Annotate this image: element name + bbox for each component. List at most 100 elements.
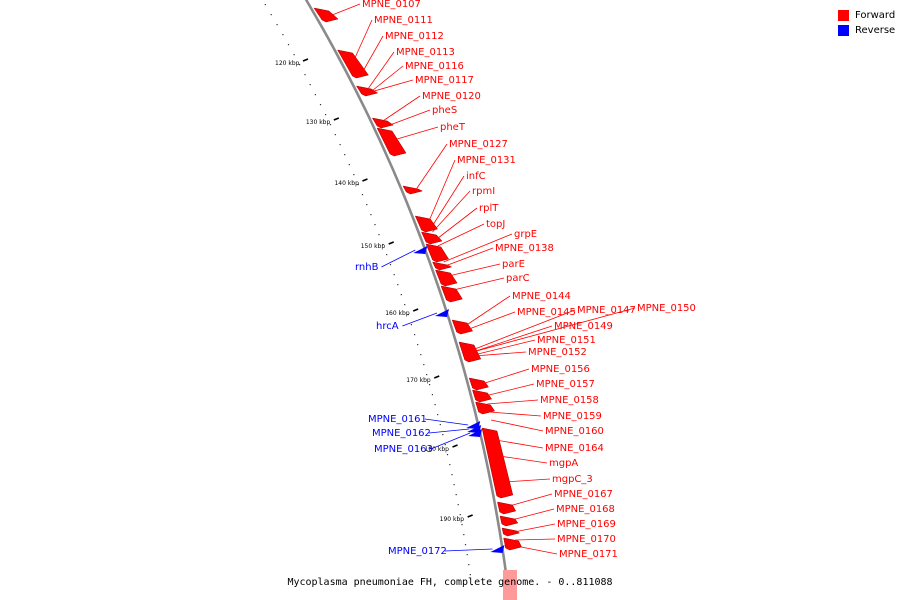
gene-labels: MPNE_0107 MPNE_0111 MPNE_0112 MPNE_0113 MPNE… — [355, 0, 696, 560]
gene-label-topj[interactable]: topJ — [486, 219, 505, 230]
gene-label-mpne-0169[interactable]: MPNE_0169 — [557, 519, 616, 530]
forward-gene-feature[interactable] — [421, 231, 443, 245]
forward-gene-feature[interactable] — [468, 377, 489, 391]
gene-label-mpne-0144[interactable]: MPNE_0144 — [512, 291, 571, 302]
scale-dot — [451, 474, 453, 476]
scale-dot — [437, 414, 439, 416]
forward-gene-feature[interactable] — [481, 427, 514, 499]
gene-label-mpne-0171[interactable]: MPNE_0171 — [559, 549, 618, 560]
forward-gene-feature[interactable] — [499, 515, 519, 527]
gene-label-mgpc-3[interactable]: mgpC_3 — [552, 474, 593, 485]
leader-line — [432, 190, 471, 233]
gene-label-pare[interactable]: parE — [502, 259, 525, 270]
gene-label-mpne-0172[interactable]: MPNE_0172 — [388, 546, 447, 557]
scale-dot — [299, 64, 301, 66]
gene-label-phes[interactable]: pheS — [432, 105, 457, 116]
gene-label-mpne-0131[interactable]: MPNE_0131 — [457, 155, 516, 166]
gene-label-infc[interactable]: infC — [466, 171, 486, 182]
reverse-gene-feature[interactable] — [468, 429, 483, 437]
tick-marks: 120 kbp 130 kbp 140 kbp 150 kbp 160 kbp 170 k… — [275, 58, 473, 523]
forward-gene-feature[interactable] — [355, 85, 379, 97]
gene-label-mpne-0164[interactable]: MPNE_0164 — [545, 443, 604, 454]
scale-dot — [282, 34, 284, 36]
tick-label: 120 kbp — [275, 60, 300, 67]
gene-label-mpne-0150[interactable]: MPNE_0150 — [637, 303, 696, 314]
scale-dot — [463, 534, 465, 536]
scale-dot — [410, 324, 412, 326]
scale-dot — [461, 524, 463, 526]
gene-label-mpne-0112[interactable]: MPNE_0112 — [385, 31, 444, 42]
gene-label-mpne-0149[interactable]: MPNE_0149 — [554, 321, 613, 332]
gene-label-mpne-0107[interactable]: MPNE_0107 — [362, 0, 421, 10]
gene-label-mpne-0138[interactable]: MPNE_0138 — [495, 243, 554, 254]
gene-label-mpne-0120[interactable]: MPNE_0120 — [422, 91, 481, 102]
leader-line — [443, 233, 513, 263]
forward-gene-feature[interactable] — [313, 7, 339, 23]
scale-dot — [449, 464, 451, 466]
gene-label-mpne-0117[interactable]: MPNE_0117 — [415, 75, 474, 86]
forward-gene-feature[interactable] — [472, 389, 493, 403]
forward-gene-feature[interactable] — [402, 185, 424, 195]
forward-gene-feature[interactable] — [501, 527, 520, 537]
gene-label-mpne-0111[interactable]: MPNE_0111 — [374, 15, 433, 26]
forward-gene-feature[interactable] — [371, 117, 394, 129]
gene-label-mpne-0151[interactable]: MPNE_0151 — [537, 335, 596, 346]
gene-label-grpe[interactable]: grpE — [514, 229, 537, 240]
gene-label-mpne-0159[interactable]: MPNE_0159 — [543, 411, 602, 422]
gene-label-mpne-0147[interactable]: MPNE_0147 — [577, 305, 636, 316]
legend-reverse: Reverse — [838, 23, 895, 38]
forward-gene-feature[interactable] — [435, 269, 458, 287]
forward-gene-feature[interactable] — [337, 49, 369, 79]
gene-label-mpne-0157[interactable]: MPNE_0157 — [536, 379, 595, 390]
scale-dot — [429, 384, 431, 386]
gene-label-mpne-0170[interactable]: MPNE_0170 — [557, 534, 616, 545]
gene-label-mpne-0167[interactable]: MPNE_0167 — [554, 489, 613, 500]
leader-line — [402, 312, 438, 327]
scale-dot — [468, 564, 470, 566]
forward-gene-feature[interactable] — [497, 501, 517, 515]
forward-gene-feature[interactable] — [475, 401, 496, 415]
forward-gene-feature[interactable] — [376, 127, 407, 157]
gene-label-mpne-0168[interactable]: MPNE_0168 — [556, 504, 615, 515]
leader-line — [444, 247, 494, 267]
gene-label-mpne-0161[interactable]: MPNE_0161 — [368, 414, 427, 425]
forward-gene-feature[interactable] — [440, 285, 463, 303]
reverse-gene-feature[interactable] — [490, 545, 505, 553]
forward-gene-feature[interactable] — [503, 537, 522, 551]
scale-dot — [446, 454, 449, 456]
reverse-gene-feature[interactable] — [467, 425, 482, 433]
gene-label-mpne-0127[interactable]: MPNE_0127 — [449, 139, 508, 150]
gene-label-mgpa[interactable]: mgpA — [549, 458, 578, 469]
scale-dot — [397, 284, 399, 286]
gene-label-mpne-0160[interactable]: MPNE_0160 — [545, 426, 604, 437]
reverse-gene-feature[interactable] — [413, 246, 428, 254]
forward-gene-feature[interactable] — [451, 319, 474, 335]
scale-dot — [431, 394, 433, 396]
leader-line — [481, 368, 530, 385]
forward-gene-feature[interactable] — [503, 570, 517, 600]
gene-label-mpne-0116[interactable]: MPNE_0116 — [405, 61, 464, 72]
forward-gene-feature[interactable] — [432, 261, 453, 271]
gene-label-rpmi[interactable]: rpmI — [472, 186, 495, 197]
leader-line — [393, 126, 439, 141]
gene-label-rplt[interactable]: rplT — [479, 203, 499, 214]
leader-line — [370, 79, 414, 93]
gene-label-phet[interactable]: pheT — [440, 122, 466, 133]
gene-label-hrca[interactable]: hrcA — [376, 321, 399, 332]
gene-label-mpne-0156[interactable]: MPNE_0156 — [531, 364, 590, 375]
gene-label-mpne-0162[interactable]: MPNE_0162 — [372, 428, 431, 439]
gene-label-mpne-0158[interactable]: MPNE_0158 — [540, 395, 599, 406]
gene-label-mpne-0113[interactable]: MPNE_0113 — [396, 47, 455, 58]
forward-gene-feature[interactable] — [425, 243, 449, 263]
scale-dot — [304, 74, 306, 76]
gene-label-parc[interactable]: parC — [506, 273, 530, 284]
gene-label-mpne-0152[interactable]: MPNE_0152 — [528, 347, 587, 358]
gene-label-rnhb[interactable]: rnhB — [355, 262, 379, 273]
reverse-gene-feature[interactable] — [466, 421, 481, 429]
forward-gene-feature[interactable] — [414, 215, 438, 233]
gene-label-mpne-0163[interactable]: MPNE_0163 — [374, 444, 433, 455]
gene-label-mpne-0145[interactable]: MPNE_0145 — [517, 307, 576, 318]
leader-line — [428, 159, 456, 223]
forward-gene-feature[interactable] — [458, 341, 482, 363]
reverse-gene-feature[interactable] — [434, 309, 449, 317]
